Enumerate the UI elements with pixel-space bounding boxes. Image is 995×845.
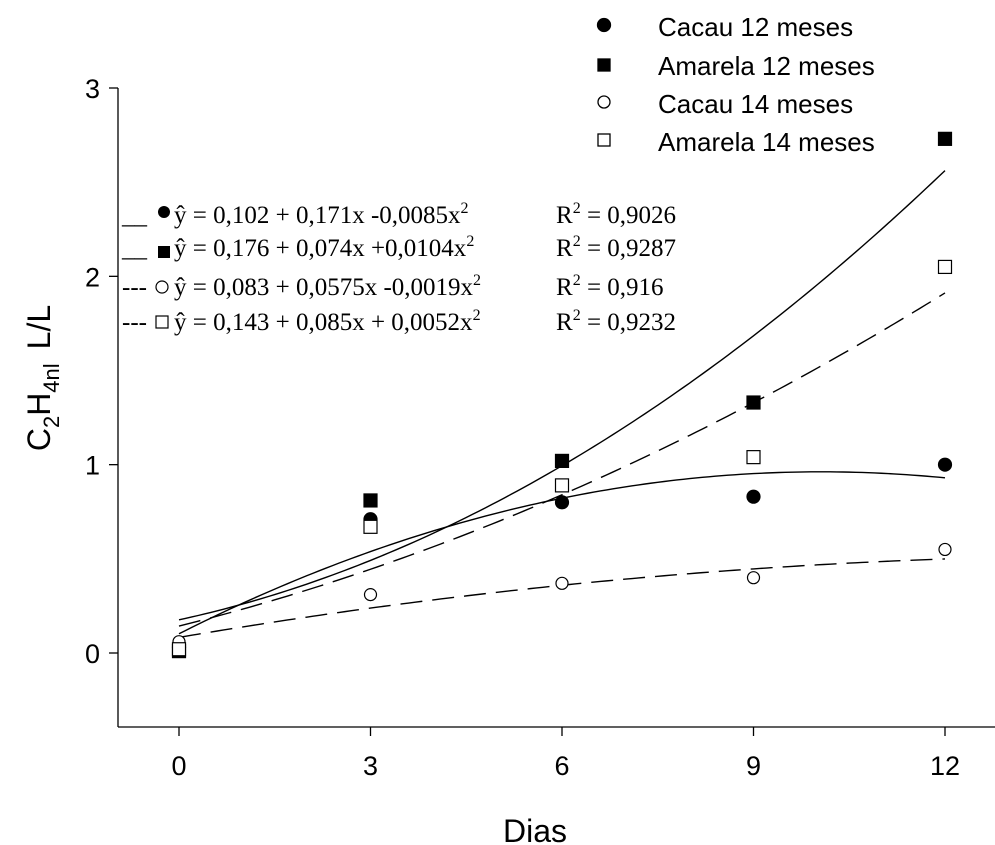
data-point-open-square <box>171 642 187 657</box>
equation-text: ŷ = 0,176 + 0,074x +0,0104x2 <box>174 233 474 262</box>
equation-text: ŷ = 0,143 + 0,085x + 0,0052x2 <box>174 307 481 336</box>
y-axis-title-h: H <box>21 393 57 416</box>
y-tick-label: 3 <box>85 74 100 104</box>
fit-line <box>178 558 946 639</box>
data-point-open-circle <box>746 571 761 585</box>
x-tick-label: 0 <box>171 751 186 781</box>
legend: Cacau 12 meses Amarela 12 meses Cacau 14… <box>596 12 875 157</box>
data-point-filled-circle <box>554 495 570 510</box>
equation-r2: R2 = 0,9232 <box>556 307 676 336</box>
y-axis-title-sub-4: 4 <box>39 380 64 392</box>
equation-row-amarela-12: __ ŷ = 0,176 + 0,074x +0,0104x2 R2 = 0,9… <box>121 233 676 262</box>
x-tick-label: 3 <box>363 751 378 781</box>
equation-r2: R2 = 0,916 <box>556 272 664 301</box>
y-tick-label: 0 <box>85 639 100 669</box>
equation-marker-filled-circle <box>158 206 170 218</box>
equation-text: ŷ = 0,102 + 0,171x -0,0085x2 <box>174 200 469 229</box>
data-point-open-circle <box>938 542 952 557</box>
x-axis-ticks: 0 3 6 9 12 <box>171 727 960 781</box>
x-axis-title: Dias <box>503 813 567 845</box>
legend-marker-open-square <box>597 133 611 147</box>
legend-marker-filled-square <box>597 58 611 72</box>
equation-row-cacau-14: --- ŷ = 0,083 + 0,0575x -0,0019x2 R2 = 0… <box>122 272 664 301</box>
legend-marker-filled-circle <box>596 17 612 33</box>
data-point-open-circle <box>363 588 378 602</box>
y-axis-title-c: C <box>21 428 57 451</box>
legend-label: Amarela 12 meses <box>658 51 875 81</box>
legend-item-amarela-12: Amarela 12 meses <box>597 51 875 81</box>
legend-marker-open-circle <box>597 95 611 109</box>
x-tick-label: 6 <box>554 751 569 781</box>
data-point-filled-circle <box>746 489 761 504</box>
equation-row-cacau-12: __ ŷ = 0,102 + 0,171x -0,0085x2 R2 = 0,9… <box>121 200 676 229</box>
data-point-open-square <box>554 478 570 493</box>
y-tick-label: 1 <box>85 451 100 481</box>
data-point-filled-square <box>363 493 378 508</box>
data-point-filled-circle <box>937 457 953 472</box>
equation-prefix: --- <box>122 309 147 336</box>
x-tick-label: 9 <box>746 751 761 781</box>
data-points <box>171 131 953 659</box>
equations-annotation: __ ŷ = 0,102 + 0,171x -0,0085x2 R2 = 0,9… <box>121 200 676 336</box>
legend-label: Cacau 12 meses <box>658 12 853 42</box>
data-point-filled-square <box>554 453 570 468</box>
data-point-open-square <box>937 259 953 275</box>
legend-item-amarela-14: Amarela 14 meses <box>597 127 875 157</box>
data-point-open-square <box>746 450 761 465</box>
data-point-open-square <box>363 519 378 534</box>
data-point-open-circle <box>555 576 569 590</box>
equation-r2: R2 = 0,9287 <box>556 233 676 262</box>
equation-marker-open-circle <box>155 280 169 294</box>
data-point-filled-square <box>937 131 953 146</box>
equation-prefix: __ <box>121 235 148 262</box>
equation-r2: R2 = 0,9026 <box>556 200 676 229</box>
y-axis-title: C2H4nl L/L <box>21 305 64 451</box>
legend-label: Amarela 14 meses <box>658 127 875 157</box>
y-axis-ticks: 0 1 2 3 <box>85 74 118 669</box>
legend-item-cacau-14: Cacau 14 meses <box>597 89 853 119</box>
equation-text: ŷ = 0,083 + 0,0575x -0,0019x2 <box>174 272 481 301</box>
x-tick-label: 12 <box>930 751 960 781</box>
legend-label: Cacau 14 meses <box>658 89 853 119</box>
y-axis-title-sub-2: 2 <box>39 416 64 428</box>
y-axis-title-sub-nl: nl <box>39 363 64 380</box>
equation-marker-open-square <box>155 315 169 329</box>
fit-line <box>178 292 946 627</box>
equation-marker-filled-square <box>158 246 170 258</box>
svg-text:C2H4nlL/L: C2H4nl L/L <box>21 305 64 451</box>
y-axis-title-unit: L/L <box>21 305 57 349</box>
equation-prefix: __ <box>121 202 148 229</box>
equation-row-amarela-14: --- ŷ = 0,143 + 0,085x + 0,0052x2 R2 = 0… <box>122 307 676 336</box>
equation-prefix: --- <box>122 274 147 301</box>
data-point-filled-square <box>746 395 761 410</box>
y-tick-label: 2 <box>85 262 100 292</box>
legend-item-cacau-12: Cacau 12 meses <box>596 12 853 42</box>
